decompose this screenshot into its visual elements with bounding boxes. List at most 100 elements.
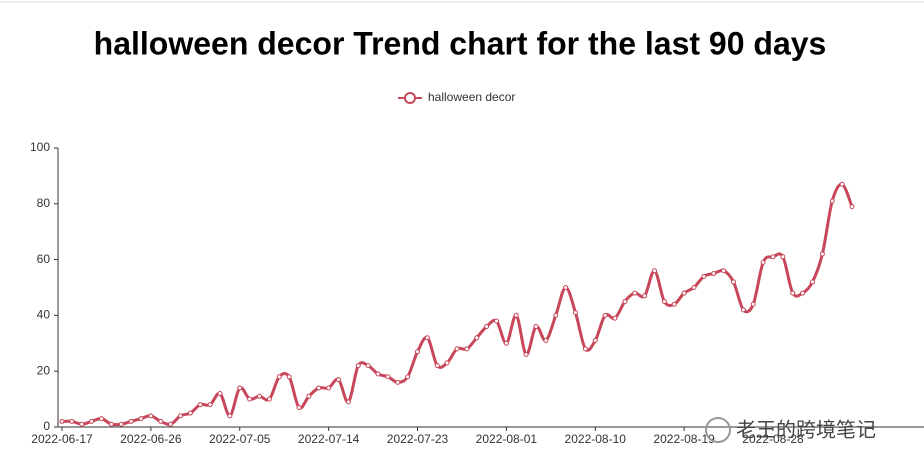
watermark: 老王的跨境笔记 — [705, 417, 876, 443]
point — [780, 254, 786, 260]
point — [247, 396, 253, 402]
point — [108, 421, 114, 427]
y-tick-label: 60 — [37, 252, 51, 266]
point — [217, 391, 223, 397]
point — [810, 279, 815, 285]
point — [711, 271, 717, 277]
point — [207, 402, 213, 408]
point — [79, 421, 85, 427]
point — [286, 374, 292, 380]
point — [158, 418, 164, 424]
point — [365, 363, 371, 369]
x-tick-label: 2022-08-10 — [565, 432, 627, 446]
point — [740, 307, 746, 313]
y-tick-label: 100 — [30, 140, 50, 154]
point — [355, 363, 361, 369]
watermark-text: 老王的跨境笔记 — [736, 418, 876, 441]
point — [494, 318, 499, 324]
point — [681, 290, 687, 296]
point — [671, 301, 677, 307]
x-tick-label: 2022-06-26 — [120, 432, 182, 446]
legend-marker — [404, 92, 416, 104]
point — [464, 346, 470, 352]
point — [800, 290, 806, 296]
y-tick-label: 20 — [37, 363, 51, 377]
y-tick-label: 40 — [37, 308, 51, 322]
point — [602, 312, 608, 318]
point — [178, 413, 183, 419]
point — [444, 360, 450, 366]
point — [415, 349, 420, 355]
x-tick-label: 2022-07-23 — [387, 432, 449, 446]
point — [89, 418, 95, 424]
point — [375, 371, 381, 377]
point — [128, 418, 134, 424]
point — [642, 293, 648, 299]
point — [770, 254, 776, 260]
x-tick-label: 2022-08-19 — [653, 432, 715, 446]
point — [395, 379, 401, 385]
point — [523, 351, 529, 357]
point — [849, 204, 855, 210]
point — [296, 404, 302, 410]
point — [731, 279, 736, 285]
point — [513, 312, 519, 318]
point — [503, 340, 509, 346]
point — [197, 402, 203, 408]
legend-label: halloween decor — [428, 90, 515, 104]
point — [345, 399, 351, 405]
chart-title: halloween decor Trend chart for the last… — [94, 25, 827, 61]
point — [839, 181, 845, 187]
x-tick-label: 2022-07-14 — [298, 432, 360, 446]
point — [69, 418, 75, 424]
point — [701, 273, 707, 279]
point — [474, 335, 480, 341]
point — [306, 393, 312, 399]
point — [257, 393, 262, 399]
x-tick-label: 2022-08-01 — [476, 432, 538, 446]
point — [622, 298, 628, 304]
point — [316, 385, 322, 391]
point — [227, 413, 233, 419]
point — [652, 268, 657, 274]
point — [484, 324, 490, 330]
watermark-icon — [705, 417, 731, 443]
point — [187, 410, 193, 416]
point — [612, 315, 618, 321]
point — [573, 310, 578, 316]
point — [790, 290, 796, 296]
point — [424, 335, 430, 341]
point — [750, 301, 756, 307]
point — [434, 363, 440, 369]
point — [829, 198, 835, 204]
point — [543, 338, 549, 344]
point — [385, 374, 391, 380]
point — [266, 396, 272, 402]
point — [276, 374, 282, 380]
point — [592, 338, 598, 344]
line — [61, 182, 854, 427]
point — [405, 374, 411, 380]
point — [99, 416, 104, 422]
point — [721, 268, 727, 274]
point — [336, 377, 341, 383]
point — [632, 290, 638, 296]
point — [661, 298, 667, 304]
point — [454, 346, 460, 352]
point — [118, 421, 124, 427]
point — [148, 413, 154, 419]
point — [760, 259, 766, 265]
x-tick-label: 2022-06-17 — [31, 432, 93, 446]
point — [326, 385, 332, 391]
point — [59, 418, 65, 424]
x-tick-label: 2022-07-05 — [209, 432, 271, 446]
y-tick-label: 80 — [37, 196, 51, 210]
point — [553, 312, 559, 318]
point — [563, 285, 569, 290]
point — [819, 251, 825, 257]
point — [691, 285, 697, 290]
point — [138, 416, 144, 422]
point — [168, 421, 174, 427]
